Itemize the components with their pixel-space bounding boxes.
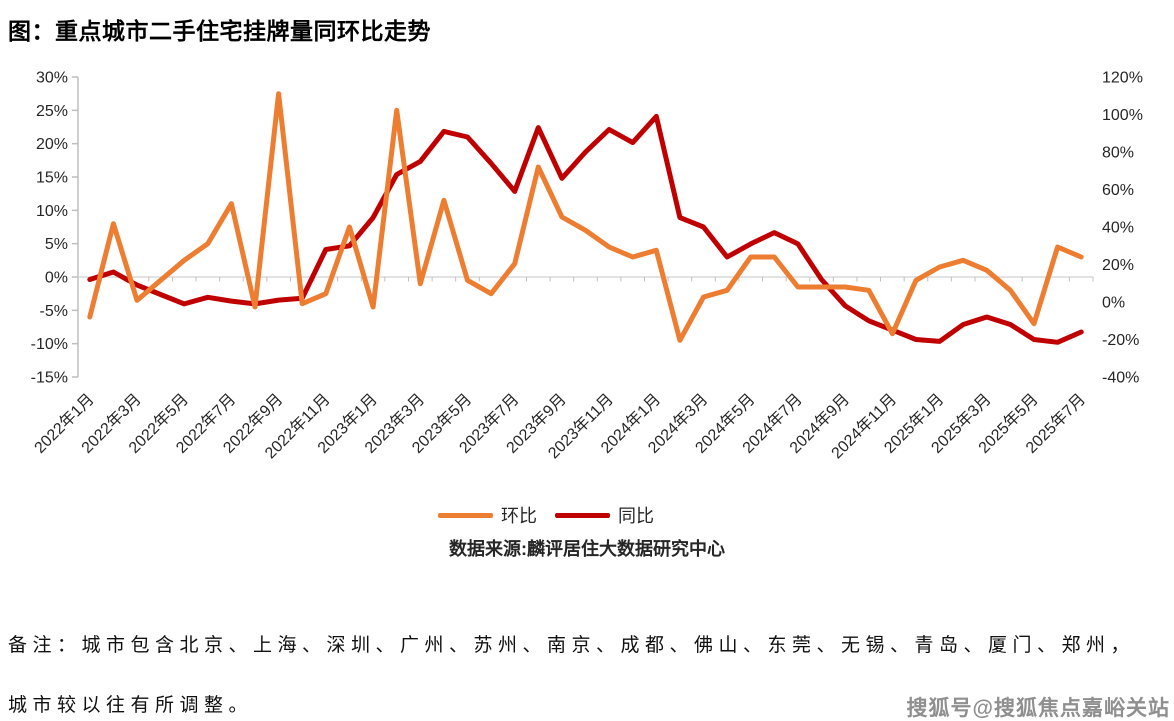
mom-line-swatch [438, 512, 493, 518]
left-axis-tick-label: -15% [31, 370, 68, 387]
left-axis-tick-label: 10% [36, 203, 68, 220]
left-axis-tick-label: 15% [36, 170, 68, 187]
left-axis-tick-label: 0% [45, 270, 68, 287]
left-axis-tick-label: 25% [36, 103, 68, 120]
left-axis-tick-label: -10% [31, 336, 68, 353]
right-axis-tick-label: 40% [1102, 220, 1134, 237]
right-axis-tick-label: 100% [1102, 107, 1143, 124]
footnote-line-2: 城市较以往有所调整。 [8, 695, 254, 716]
left-axis-tick-label: 20% [36, 136, 68, 153]
right-axis-tick-label: -20% [1102, 332, 1139, 349]
left-axis-tick-label: 5% [45, 236, 68, 253]
yoy-line-label: 同比 [618, 506, 654, 526]
right-axis-tick-label: 60% [1102, 182, 1134, 199]
legend-item-yoy: 同比 [555, 502, 654, 528]
trend-line-chart: 30% 25% 20% 15% 10% 5% 0% -5% -10% -15% 120% 100% 80… [31, 70, 1143, 463]
mom-series-line [87, 91, 1084, 343]
mom-line-label: 环比 [501, 506, 537, 526]
legend-item-mom: 环比 [438, 502, 537, 528]
chart-legend: 环比 同比 [438, 502, 654, 528]
right-axis-tick-label: 120% [1102, 70, 1143, 87]
data-source-caption: 数据来源:麟评居住大数据研究中心 [449, 539, 725, 559]
left-axis-tick-label: -5% [40, 303, 68, 320]
yoy-line-swatch [555, 512, 610, 518]
right-axis-tick-label: 0% [1102, 295, 1125, 312]
right-axis-tick-label: 80% [1102, 145, 1134, 162]
right-axis-tick-label: -40% [1102, 370, 1139, 387]
footnote-line-1: 备注：城市包含北京、上海、深圳、广州、苏州、南京、成都、佛山、东莞、无锡、青岛、… [8, 635, 1136, 656]
left-axis-tick-label: 30% [36, 70, 68, 87]
chart-title: 图：重点城市二手住宅挂牌量同环比走势 [8, 18, 431, 44]
right-axis-tick-label: 20% [1102, 257, 1134, 274]
watermark-sohu-account: 搜狐号@搜狐焦点嘉峪关站 [906, 697, 1170, 720]
